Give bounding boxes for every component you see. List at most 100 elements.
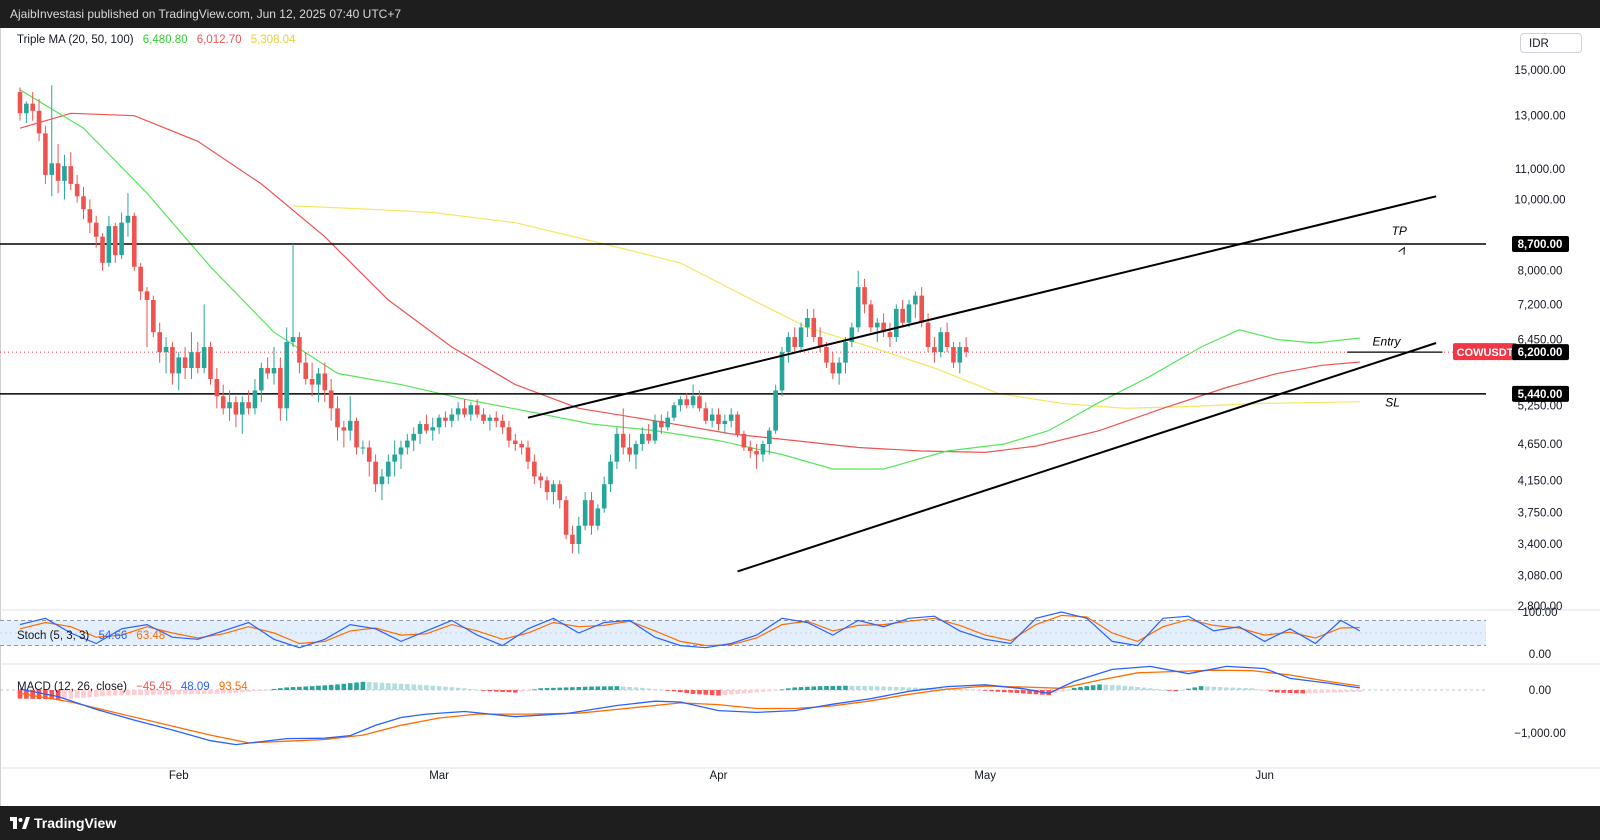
macd-hist-bar	[81, 690, 86, 698]
macd-hist-bar	[405, 684, 410, 690]
macd-hist-bar	[1046, 690, 1051, 696]
macd-legend-name: MACD (12, 26, close)	[17, 681, 127, 693]
macd-hist-bar	[906, 687, 912, 690]
macd-hist-bar	[855, 685, 861, 690]
candle-body	[417, 424, 423, 434]
macd-hist-bar	[493, 690, 499, 692]
candle-body	[836, 362, 842, 374]
macd-hist-bar	[709, 690, 715, 696]
macd-hist-bar	[379, 682, 385, 690]
candle-body	[754, 450, 759, 455]
candle-body	[487, 417, 493, 421]
macd-hist-bar	[1109, 685, 1115, 690]
macd-hist-bar	[767, 690, 772, 692]
price-axis-label: 3,400.00	[1518, 539, 1563, 551]
macd-hist-bar	[849, 685, 855, 690]
macd-hist-bar	[1008, 690, 1013, 693]
candle-body	[792, 337, 797, 348]
macd-hist-bar	[728, 690, 734, 695]
macd-hist-bar	[1014, 690, 1020, 694]
level-tag	[1512, 385, 1569, 402]
stoch-axis-label: 100.00	[1522, 607, 1557, 619]
candle-body	[513, 440, 518, 445]
macd-hist-bar	[246, 690, 251, 692]
projection-arrowhead	[1398, 246, 1405, 255]
macd-hist-bar	[398, 683, 404, 690]
macd-hist-bar	[646, 688, 651, 690]
candle-body	[855, 287, 861, 328]
macd-hist-bar	[189, 690, 194, 695]
candle-body	[30, 103, 35, 111]
macd-hist-bar	[570, 687, 575, 690]
candle-body	[595, 508, 601, 526]
macd-hist-bar	[1217, 687, 1223, 690]
publisher-bar: AjaibInvestasi published on TradingView.…	[0, 0, 1600, 28]
macd-hist-bar	[576, 686, 582, 690]
macd-hist-bar	[68, 690, 74, 699]
symbol-tag	[1453, 343, 1517, 361]
macd-hist-bar	[684, 690, 690, 694]
candle-body	[620, 433, 626, 448]
candle-body	[614, 433, 620, 462]
macd-hist-bar	[119, 690, 124, 696]
candle-body	[868, 304, 874, 328]
chart-svg[interactable]: TP Entry SL 15,000.00 13,000.00 11,000.00 10,0…	[0, 28, 1600, 806]
candle-body	[462, 408, 467, 415]
macd-hist-bar	[354, 682, 359, 690]
macd-hist-bar	[316, 685, 321, 690]
macd-hist-bar	[1071, 687, 1077, 690]
macd-hist-bar	[659, 689, 664, 691]
macd-hist-bar	[1236, 687, 1242, 690]
macd-hist-bar	[532, 689, 537, 691]
macd-hist-bar	[1128, 686, 1134, 690]
candle-body	[398, 447, 404, 455]
macd-hist-bar	[506, 690, 512, 693]
macd-hist-bar	[297, 686, 302, 690]
macd-hist-bar	[970, 689, 975, 691]
macd-hist-bar	[36, 690, 42, 700]
stoch-legend-name: Stoch (5, 3, 3)	[17, 630, 90, 642]
candle-body	[849, 327, 855, 343]
candle-body	[798, 327, 804, 348]
candle-body	[894, 308, 899, 338]
candle-body	[424, 424, 429, 431]
candle-body	[93, 222, 99, 237]
macd-hist-bar	[1357, 690, 1363, 692]
macd-hist-bar	[487, 690, 493, 692]
tradingview-footer: TradingView	[0, 806, 1600, 840]
macd-hist-bar	[151, 690, 156, 695]
macd-hist-bar	[1351, 690, 1356, 693]
currency-button[interactable]: IDR	[1520, 33, 1582, 53]
macd-hist-bar	[208, 690, 213, 694]
macd-hist-bar	[144, 690, 150, 695]
macd-hist-bar	[887, 686, 893, 690]
macd-hist-bar	[703, 690, 709, 695]
candle-body	[773, 390, 778, 431]
macd-hist-bar	[163, 690, 169, 695]
candle-body	[373, 461, 378, 485]
candle-body	[341, 427, 347, 431]
candle-body	[354, 420, 359, 448]
macd-hist-bar	[690, 690, 696, 694]
candle-body	[690, 396, 696, 406]
macd-hist-bar	[360, 681, 366, 690]
macd-hist-bar	[1325, 690, 1331, 693]
macd-hist-bar	[132, 690, 137, 696]
macd-hist-bar	[747, 690, 753, 693]
macd-hist-bar	[633, 687, 639, 690]
candle-body	[951, 347, 956, 363]
macd-hist-bar	[176, 690, 182, 695]
candle-body	[309, 378, 315, 385]
macd-hist-bar	[411, 684, 416, 690]
macd-hist-bar	[557, 687, 563, 690]
stoch-k-value: 54.66	[98, 630, 128, 642]
macd-hist-bar	[678, 690, 683, 693]
macd-hist-bar	[989, 690, 994, 692]
macd-hist-bar	[125, 690, 131, 696]
macd-hist-bar	[963, 689, 969, 691]
candle-body	[443, 417, 448, 421]
candle-body	[81, 196, 86, 210]
candle-body	[519, 444, 524, 448]
macd-hist-bar	[328, 684, 334, 690]
ma50-line	[19, 112, 1360, 454]
